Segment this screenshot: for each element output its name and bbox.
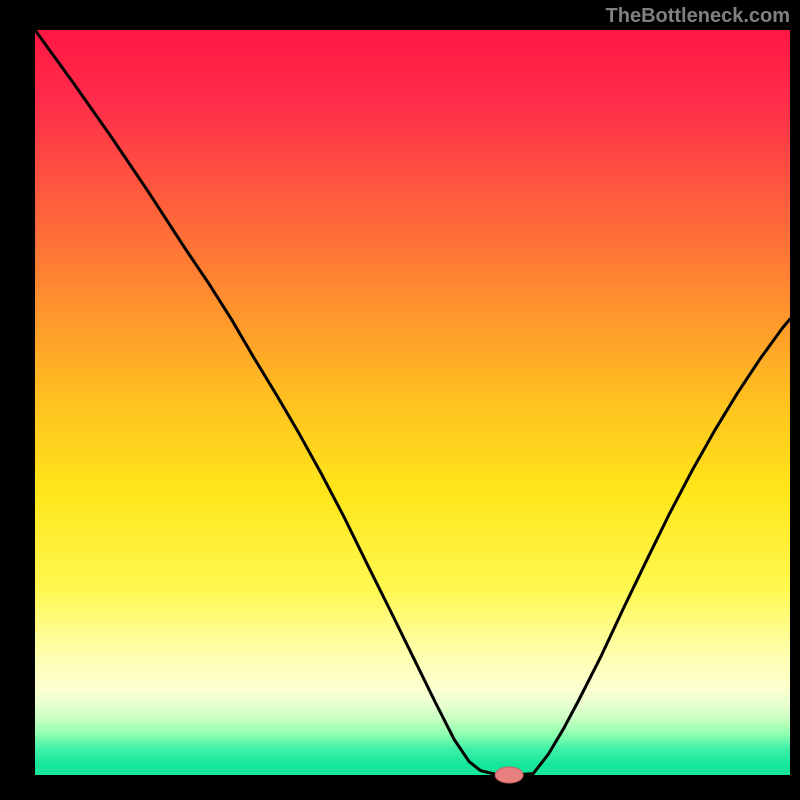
plot-gradient-area xyxy=(35,30,790,775)
optimal-marker xyxy=(495,767,523,783)
bottleneck-chart: TheBottleneck.com xyxy=(0,0,800,800)
watermark-text: TheBottleneck.com xyxy=(606,5,790,27)
